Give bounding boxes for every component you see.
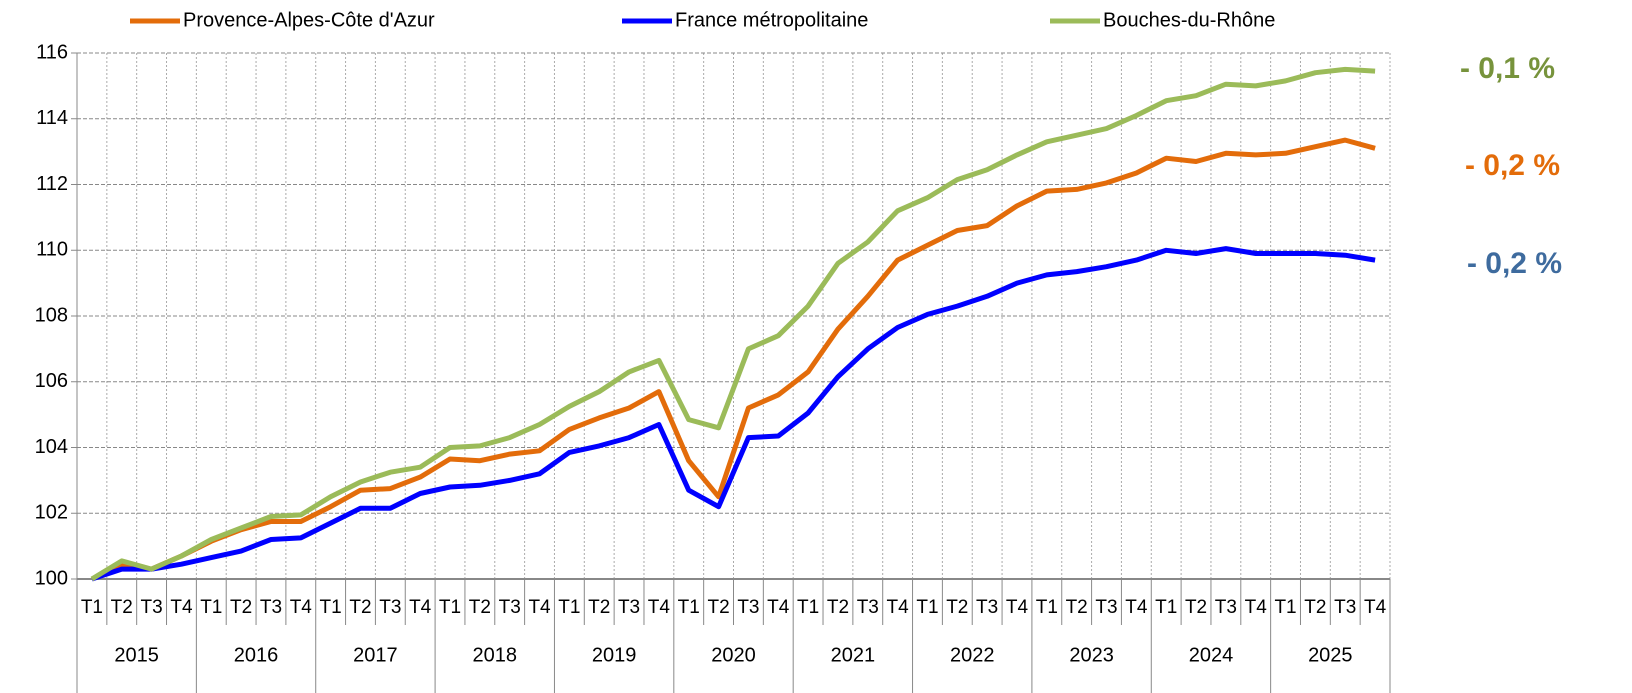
annotation: - 0,1 % — [1460, 52, 1555, 85]
year-label: 2022 — [950, 644, 995, 666]
x-tick-label: T2 — [827, 597, 849, 618]
x-tick-label: T1 — [678, 597, 700, 618]
year-label: 2018 — [473, 644, 518, 666]
x-tick-label: T2 — [588, 597, 610, 618]
x-tick-label: T3 — [618, 597, 640, 618]
legend-label: France métropolitaine — [675, 9, 868, 31]
x-tick-label: T2 — [1304, 597, 1326, 618]
x-tick-label: T4 — [290, 597, 313, 618]
x-tick-label: T4 — [1245, 597, 1268, 618]
year-label: 2019 — [592, 644, 637, 666]
legend-label: Provence-Alpes-Côte d'Azur — [183, 9, 435, 31]
y-tick-label: 110 — [36, 239, 68, 261]
x-tick-label: T1 — [1274, 597, 1296, 618]
y-tick-label: 100 — [35, 567, 68, 589]
x-tick-label: T3 — [379, 597, 401, 618]
x-tick-label: T3 — [976, 597, 998, 618]
series-line — [90, 137, 1376, 582]
x-tick-label: T2 — [349, 597, 371, 618]
x-tick-label: T2 — [111, 597, 133, 618]
x-tick-label: T1 — [439, 597, 461, 618]
x-tick-label: T2 — [1185, 597, 1207, 618]
year-label: 2016 — [234, 644, 279, 666]
x-tick-label: T4 — [528, 597, 551, 618]
x-tick-label: T3 — [737, 597, 759, 618]
x-tick-label: T3 — [260, 597, 282, 618]
year-label: 2023 — [1069, 644, 1114, 666]
x-tick-label: T1 — [1155, 597, 1177, 618]
y-tick-label: 116 — [36, 41, 68, 63]
series-line — [90, 66, 1376, 582]
x-tick-label: T3 — [857, 597, 879, 618]
x-tick-label: T4 — [648, 597, 671, 618]
y-tick-label: 112 — [36, 173, 68, 195]
x-tick-label: T4 — [170, 597, 193, 618]
year-label: 2020 — [711, 644, 756, 666]
x-tick-label: T2 — [946, 597, 968, 618]
x-tick-label: T4 — [887, 597, 910, 618]
x-tick-label: T2 — [230, 597, 252, 618]
series-line — [91, 246, 1376, 582]
x-tick-label: T1 — [916, 597, 938, 618]
year-label: 2024 — [1189, 644, 1234, 666]
x-tick-label: T1 — [320, 597, 342, 618]
x-tick-label: T3 — [499, 597, 521, 618]
annotation: - 0,2 % — [1465, 149, 1560, 182]
x-tick-label: T4 — [409, 597, 432, 618]
x-tick-label: T2 — [707, 597, 729, 618]
x-tick-label: T1 — [1036, 597, 1058, 618]
x-tick-label: T3 — [141, 597, 163, 618]
x-tick-label: T1 — [797, 597, 819, 618]
y-tick-label: 104 — [35, 436, 68, 458]
year-label: 2015 — [114, 644, 159, 666]
x-tick-label: T1 — [81, 597, 103, 618]
x-tick-label: T2 — [469, 597, 491, 618]
x-tick-label: T1 — [558, 597, 580, 618]
year-label: 2017 — [353, 644, 398, 666]
annotation: - 0,2 % — [1467, 247, 1562, 280]
x-tick-label: T3 — [1334, 597, 1356, 618]
y-tick-label: 108 — [35, 304, 68, 326]
y-tick-label: 106 — [35, 370, 68, 392]
x-tick-label: T2 — [1066, 597, 1088, 618]
year-label: 2025 — [1308, 644, 1353, 666]
y-tick-label: 102 — [35, 502, 68, 524]
x-tick-label: T4 — [767, 597, 790, 618]
legend-label: Bouches-du-Rhône — [1103, 9, 1275, 31]
x-tick-label: T4 — [1125, 597, 1148, 618]
x-tick-label: T3 — [1215, 597, 1237, 618]
x-tick-label: T4 — [1006, 597, 1029, 618]
y-tick-label: 114 — [36, 107, 68, 129]
x-tick-label: T1 — [200, 597, 222, 618]
year-label: 2021 — [831, 644, 876, 666]
x-tick-label: T3 — [1095, 597, 1117, 618]
x-tick-label: T4 — [1364, 597, 1387, 618]
